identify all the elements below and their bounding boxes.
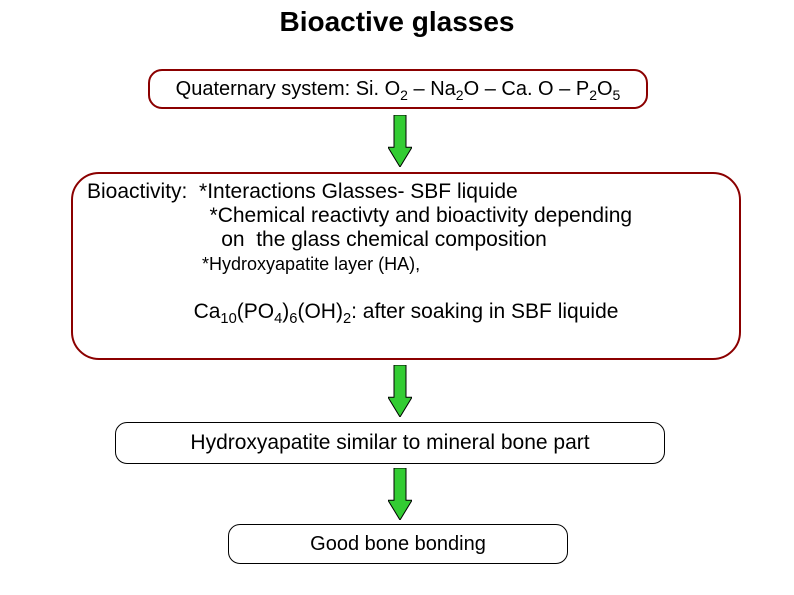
box-bioactivity-text: Bioactivity: *Interactions Glasses- SBF …	[73, 174, 739, 330]
box-quaternary-system: Quaternary system: Si. O2 – Na2O – Ca. O…	[148, 69, 648, 109]
box-good-bonding: Good bone bonding	[228, 524, 568, 564]
box-hydroxyapatite-text: Hydroxyapatite similar to mineral bone p…	[180, 431, 599, 455]
arrow-1	[388, 115, 412, 167]
box-hydroxyapatite: Hydroxyapatite similar to mineral bone p…	[115, 422, 665, 464]
box-quaternary-system-text: Quaternary system: Si. O2 – Na2O – Ca. O…	[166, 78, 631, 101]
slide-title: Bioactive glasses	[0, 6, 794, 38]
arrow-3	[388, 468, 412, 520]
arrow-2	[388, 365, 412, 417]
slide: Bioactive glasses Quaternary system: Si.…	[0, 0, 794, 595]
box-good-bonding-text: Good bone bonding	[300, 533, 496, 556]
box-bioactivity: Bioactivity: *Interactions Glasses- SBF …	[71, 172, 741, 360]
